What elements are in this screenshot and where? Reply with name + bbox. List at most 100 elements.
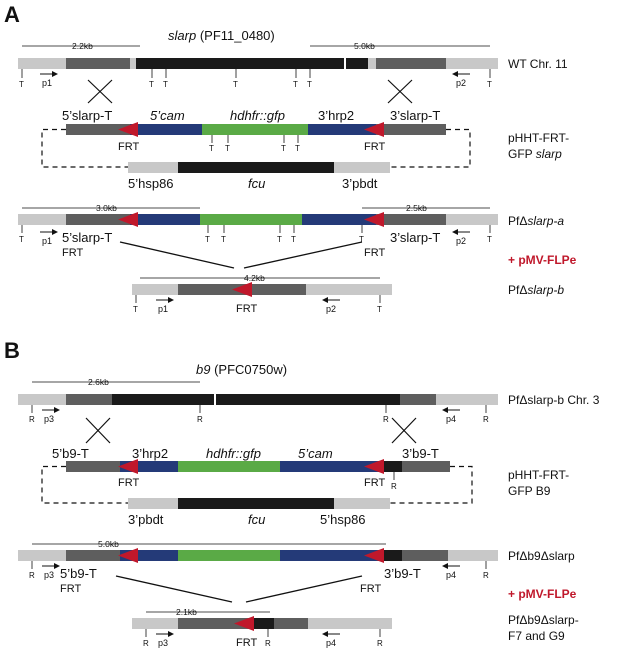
- frt-label: FRT: [118, 141, 139, 153]
- excised-locus-row: [132, 616, 392, 631]
- gene-title-b: b9 (PFC0750w): [196, 362, 287, 377]
- label-5cam: 5’cam: [150, 108, 185, 123]
- size-label: 2.1kb: [176, 607, 197, 617]
- primer-p2: p2: [456, 78, 466, 88]
- frt-label: FRT: [118, 477, 139, 489]
- label-3hrp2: 3’hrp2: [318, 108, 354, 123]
- svg-text:T: T: [233, 80, 238, 89]
- frt-label: FRT: [364, 477, 385, 489]
- frt-site-marker: [232, 282, 252, 297]
- primer-p4: p4: [326, 638, 336, 648]
- svg-text:T: T: [307, 80, 312, 89]
- row-label-chr3: PfΔslarp-b Chr. 3: [508, 393, 600, 407]
- size-label: 5.0kb: [354, 41, 375, 51]
- chr3-row: [18, 394, 498, 405]
- label-5hsp86: 5’hsp86: [320, 512, 366, 527]
- t-markers: T T: [133, 295, 382, 314]
- svg-text:R: R: [377, 639, 383, 648]
- svg-text:T: T: [19, 80, 24, 89]
- r-markers: R R R R: [29, 405, 489, 424]
- frt-site-marker: [118, 122, 138, 137]
- frt-label: FRT: [236, 303, 257, 315]
- svg-text:T: T: [149, 80, 154, 89]
- integrated-locus-row: [18, 548, 498, 563]
- plasmid-row: [66, 459, 450, 474]
- label-5hsp86: 5’hsp86: [128, 176, 174, 191]
- label-5cam: 5’cam: [298, 446, 333, 461]
- r-markers: R R: [29, 561, 489, 580]
- plasmid-backbone: [128, 498, 390, 509]
- row-label-b9-slarp-f7g9-line1: PfΔb9Δslarp-: [508, 613, 579, 627]
- frt-label: FRT: [60, 583, 81, 595]
- size-label: 2.5kb: [406, 203, 427, 213]
- panel-letter-a: A: [4, 2, 20, 27]
- row-label-wt: WT Chr. 11: [508, 57, 568, 71]
- flpe-label-a: + pMV-FLPe: [508, 253, 577, 267]
- t-markers: T T T T T T T: [19, 69, 492, 89]
- gene-title-a: slarp (PF11_0480): [168, 28, 275, 43]
- primer-p1: p1: [158, 304, 168, 314]
- crossover-x: [87, 79, 413, 104]
- label-5b9-t: 5’b9-T: [52, 446, 89, 461]
- svg-text:R: R: [483, 571, 489, 580]
- row-label-b9-slarp-f7g9-line2: F7 and G9: [508, 629, 565, 643]
- frt-site-marker: [364, 459, 384, 474]
- crossover-x: [85, 417, 417, 444]
- svg-text:R: R: [483, 415, 489, 424]
- svg-text:T: T: [163, 80, 168, 89]
- label-3b9-t: 3’b9-T: [402, 446, 439, 461]
- r-marker: R: [391, 482, 397, 491]
- label-3b9-t: 3’b9-T: [384, 566, 421, 581]
- svg-text:T: T: [133, 305, 138, 314]
- t-markers: T T T T: [209, 135, 300, 153]
- svg-text:T: T: [295, 144, 300, 153]
- r-markers: R R R: [143, 629, 383, 648]
- frt-label: FRT: [364, 247, 385, 259]
- excised-locus-row: [132, 282, 392, 297]
- label-5slarp-t: 5’slarp-T: [62, 230, 112, 245]
- size-label: 5.0kb: [98, 539, 119, 549]
- svg-text:T: T: [293, 80, 298, 89]
- svg-text:R: R: [197, 415, 203, 424]
- frt-site-marker: [118, 212, 138, 227]
- plasmid-row: [66, 122, 446, 137]
- primer-p2: p2: [326, 304, 336, 314]
- row-label-slarp-b: PfΔslarp-b: [508, 283, 564, 297]
- label-3hrp2: 3’hrp2: [132, 446, 168, 461]
- integrated-locus-row: [18, 212, 498, 227]
- svg-text:T: T: [19, 235, 24, 244]
- row-label-slarp-a: PfΔslarp-a: [508, 214, 564, 228]
- svg-text:T: T: [225, 144, 230, 153]
- frt-site-marker: [364, 548, 384, 563]
- plasmid-label-a-line2: GFP slarp: [508, 147, 562, 161]
- svg-text:T: T: [209, 144, 214, 153]
- label-fcu: fcu: [248, 176, 265, 191]
- primer-p3: p3: [44, 570, 54, 580]
- primer-p2: p2: [456, 236, 466, 246]
- row-label-b9-slarp: PfΔb9Δslarp: [508, 549, 575, 563]
- svg-text:T: T: [277, 235, 282, 244]
- size-label: 3.0kb: [96, 203, 117, 213]
- svg-text:T: T: [487, 80, 492, 89]
- panel-letter-b: B: [4, 338, 20, 363]
- label-hdhfr-gfp: hdhfr::gfp: [206, 446, 261, 461]
- primer-p4: p4: [446, 414, 456, 424]
- svg-text:T: T: [487, 235, 492, 244]
- primer-p4: p4: [446, 570, 456, 580]
- plasmid-backbone: [128, 162, 390, 173]
- svg-text:R: R: [143, 639, 149, 648]
- frt-site-marker: [364, 212, 384, 227]
- svg-text:T: T: [359, 235, 364, 244]
- plasmid-label-b-line1: pHHT-FRT-: [508, 468, 569, 482]
- label-3pbdt: 3’pbdt: [342, 176, 378, 191]
- svg-text:R: R: [29, 415, 35, 424]
- svg-text:T: T: [221, 235, 226, 244]
- label-hdhfr-gfp: hdhfr::gfp: [230, 108, 285, 123]
- label-5slarp-t: 5’slarp-T: [62, 108, 112, 123]
- primer-p1: p1: [42, 236, 52, 246]
- label-5b9-t: 5’b9-T: [60, 566, 97, 581]
- label-3pbdt: 3’pbdt: [128, 512, 164, 527]
- svg-text:T: T: [291, 235, 296, 244]
- plasmid-label-b-line2: GFP B9: [508, 484, 551, 498]
